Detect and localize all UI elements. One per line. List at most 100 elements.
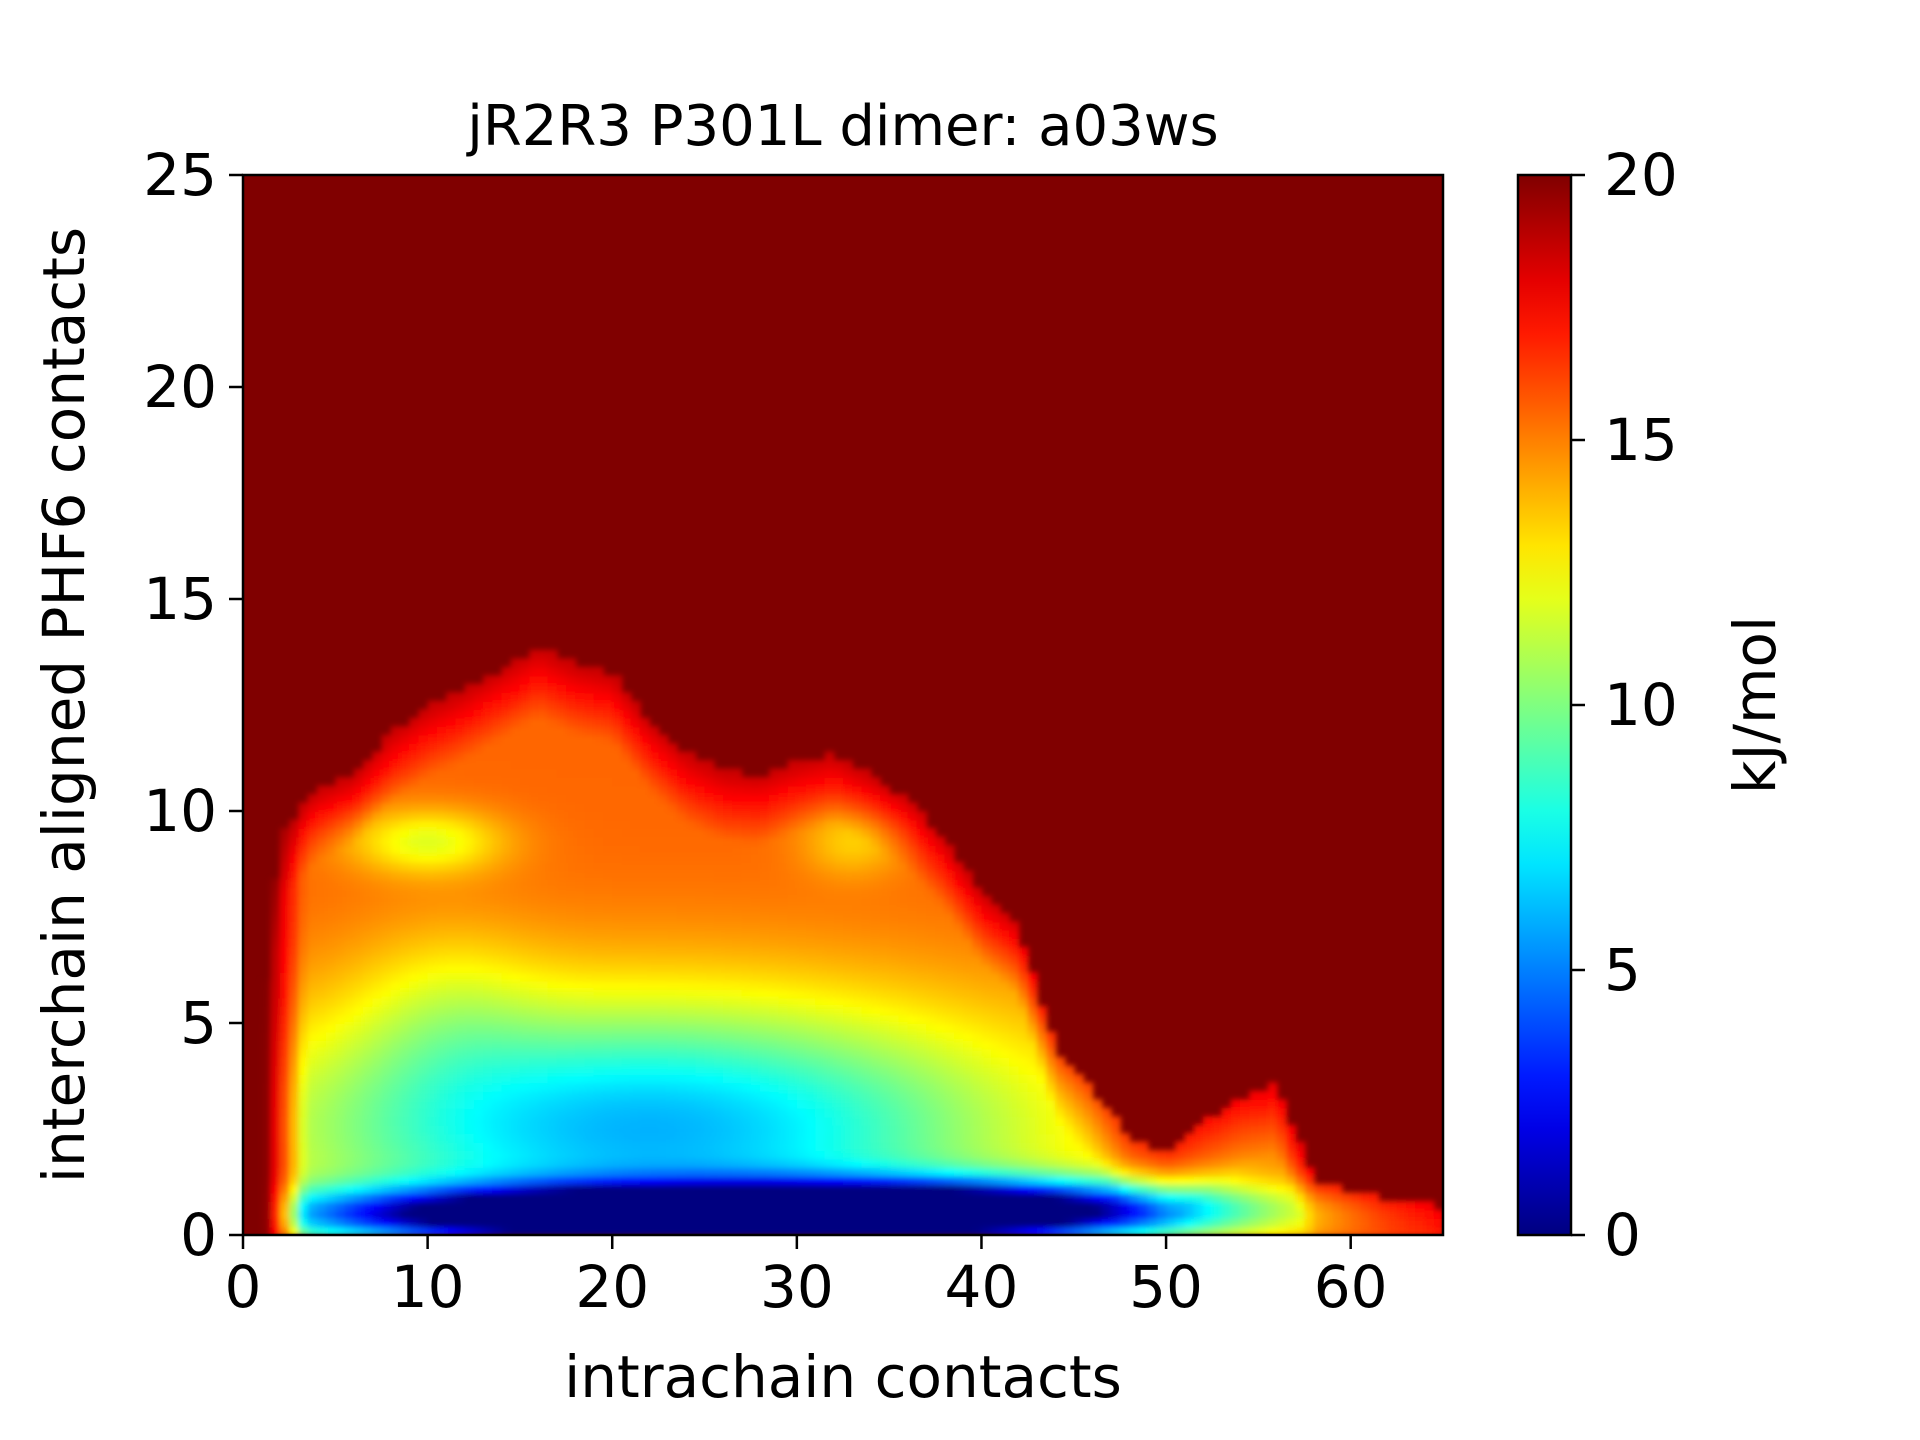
heatmap-cell	[999, 997, 1010, 1007]
heatmap-cell	[750, 1082, 761, 1092]
heatmap-cell	[381, 1150, 392, 1160]
heatmap-cell	[1138, 1150, 1149, 1160]
heatmap-cell	[335, 1040, 346, 1050]
heatmap-cell	[852, 904, 863, 914]
heatmap-cell	[759, 1099, 770, 1109]
heatmap-cell	[298, 955, 309, 965]
heatmap-cell	[335, 1056, 346, 1067]
heatmap-cell	[935, 1150, 946, 1160]
heatmap-cell	[418, 1226, 429, 1235]
heatmap-cell	[279, 1048, 290, 1058]
heatmap-cell	[492, 717, 503, 728]
heatmap-cell	[741, 895, 752, 906]
heatmap-cell	[372, 1090, 383, 1101]
heatmap-cell	[916, 1192, 927, 1202]
heatmap-cell	[547, 1201, 558, 1211]
heatmap-cell	[806, 1209, 817, 1219]
heatmap-cell	[741, 785, 752, 795]
heatmap-cell	[723, 1209, 734, 1219]
heatmap-cell	[556, 828, 567, 838]
heatmap-cell	[639, 819, 650, 829]
heatmap-cell	[455, 1158, 466, 1169]
heatmap-cell	[1203, 1150, 1214, 1160]
heatmap-cell	[972, 1167, 983, 1177]
heatmap-cell	[1156, 1226, 1167, 1235]
heatmap-cell	[907, 887, 918, 897]
heatmap-cell	[824, 1073, 835, 1084]
heatmap-cell	[418, 963, 429, 973]
heatmap-cell	[547, 853, 558, 863]
heatmap-cell	[538, 726, 549, 736]
heatmap-cell	[298, 887, 309, 897]
heatmap-cell	[464, 929, 475, 940]
heatmap-cell	[630, 1116, 641, 1126]
heatmap-cell	[990, 921, 1001, 931]
heatmap-cell	[676, 980, 687, 990]
heatmap-cell	[473, 1201, 484, 1211]
heatmap-cell	[806, 1082, 817, 1092]
heatmap-cell	[501, 844, 512, 855]
heatmap-cell	[483, 904, 494, 914]
heatmap-cell	[529, 726, 540, 736]
heatmap-cell	[695, 1209, 706, 1219]
heatmap-cell	[603, 1023, 614, 1033]
heatmap-cell	[279, 1023, 290, 1033]
heatmap-cell	[1129, 1175, 1140, 1185]
heatmap-cell	[556, 1124, 567, 1135]
heatmap-cell	[409, 912, 420, 923]
heatmap-cell	[353, 929, 364, 940]
heatmap-cell	[501, 1116, 512, 1126]
heatmap-cell	[630, 700, 641, 711]
heatmap-cell	[1156, 1150, 1167, 1160]
heatmap-cell	[879, 1226, 890, 1235]
heatmap-cell	[999, 912, 1010, 923]
heatmap-cell	[926, 844, 937, 855]
heatmap-cell	[944, 878, 955, 889]
heatmap-cell	[1092, 1099, 1103, 1109]
heatmap-cell	[399, 811, 410, 821]
heatmap-cell	[363, 1048, 374, 1058]
heatmap-cell	[529, 887, 540, 897]
heatmap-cell	[639, 904, 650, 914]
heatmap-cell	[824, 1023, 835, 1033]
heatmap-cell	[704, 1116, 715, 1126]
heatmap-cell	[492, 794, 503, 804]
heatmap-cell	[889, 1107, 900, 1118]
heatmap-cell	[723, 1192, 734, 1202]
heatmap-cell	[769, 1090, 780, 1101]
heatmap-cell	[399, 895, 410, 906]
heatmap-cell	[963, 1116, 974, 1126]
heatmap-cell	[603, 912, 614, 923]
heatmap-cell	[519, 878, 530, 889]
heatmap-cell	[732, 1073, 743, 1084]
heatmap-cell	[289, 912, 300, 923]
heatmap-cell	[852, 1218, 863, 1228]
heatmap-cell	[464, 1040, 475, 1050]
heatmap-cell	[556, 870, 567, 880]
heatmap-cell	[538, 1124, 549, 1135]
heatmap-cell	[547, 1184, 558, 1194]
heatmap-cell	[326, 989, 337, 999]
heatmap-cell	[612, 768, 623, 778]
heatmap-cell	[409, 751, 420, 761]
heatmap-cell	[390, 734, 401, 745]
heatmap-cell	[741, 811, 752, 821]
heatmap-cell	[1156, 1184, 1167, 1194]
heatmap-cell	[704, 904, 715, 914]
heatmap-cell	[298, 980, 309, 990]
heatmap-cell	[372, 760, 383, 770]
heatmap-cell	[824, 946, 835, 957]
heatmap-cell	[898, 1099, 909, 1109]
heatmap-cell	[279, 1124, 290, 1135]
heatmap-cell	[815, 887, 826, 897]
heatmap-cell	[279, 929, 290, 940]
heatmap-cell	[593, 768, 604, 778]
heatmap-cell	[686, 1090, 697, 1101]
heatmap-cell	[879, 785, 890, 795]
heatmap-cell	[1212, 1209, 1223, 1219]
heatmap-cell	[639, 1006, 650, 1016]
heatmap-cell	[723, 1014, 734, 1024]
heatmap-cell	[307, 1056, 318, 1067]
heatmap-cell	[861, 785, 872, 795]
heatmap-cell	[879, 853, 890, 863]
